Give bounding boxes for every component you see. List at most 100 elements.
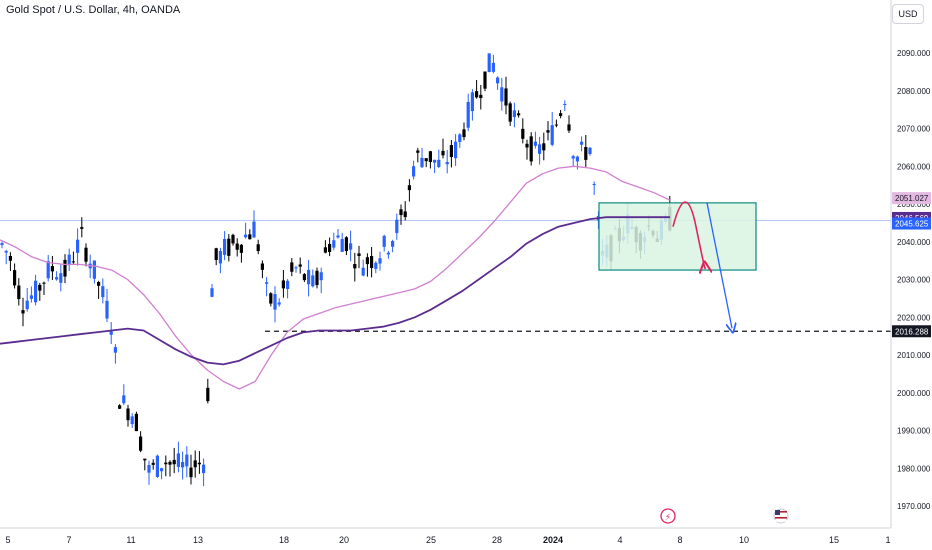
- candle-body: [378, 258, 382, 264]
- candle: [113, 344, 117, 364]
- candle: [143, 458, 147, 471]
- flash-icon-glyph: ⚡: [665, 512, 671, 522]
- candle-body: [319, 272, 323, 281]
- candle: [189, 454, 193, 485]
- candle: [483, 71, 487, 92]
- x-tick-label: 4: [617, 535, 622, 545]
- candle-body: [63, 259, 67, 277]
- candle-body: [521, 128, 525, 139]
- candle: [504, 76, 508, 115]
- candle-body: [21, 310, 25, 314]
- candle: [323, 240, 327, 254]
- candle-body: [323, 247, 327, 253]
- candle: [46, 254, 50, 282]
- candle-body: [538, 144, 542, 154]
- candle-body: [445, 162, 449, 165]
- candle-body: [210, 288, 214, 297]
- candle-body: [25, 300, 29, 310]
- y-tick-label: 1990.000: [897, 427, 931, 436]
- x-tick-label: 10: [739, 535, 749, 545]
- candle: [546, 121, 550, 141]
- candle: [475, 80, 479, 99]
- candle: [466, 93, 470, 131]
- candle-body: [218, 250, 222, 264]
- candle: [550, 112, 554, 147]
- candle: [571, 154, 575, 167]
- candle: [118, 404, 122, 410]
- candle: [533, 131, 537, 149]
- candle-body: [42, 282, 46, 284]
- candle-body: [294, 267, 298, 269]
- candle-body: [487, 53, 491, 73]
- candle-body: [357, 253, 361, 257]
- candle-body: [571, 156, 575, 159]
- candle: [319, 267, 323, 294]
- candle: [42, 281, 46, 295]
- candle: [386, 250, 390, 259]
- candle-body: [248, 234, 252, 240]
- candle-body: [592, 184, 596, 186]
- candle-body: [344, 237, 348, 252]
- candle-body: [223, 239, 227, 255]
- candle-body: [231, 234, 235, 244]
- candle: [382, 234, 386, 252]
- candle: [239, 244, 243, 263]
- candle: [525, 139, 529, 160]
- chart-title: Gold Spot / U.S. Dollar, 4h, OANDA: [6, 4, 181, 16]
- candle-body: [147, 465, 151, 473]
- y-tick-label: 2080.000: [897, 87, 931, 96]
- y-tick-label: 1970.000: [897, 502, 931, 511]
- candle-body: [361, 267, 365, 276]
- candle-body: [29, 295, 33, 299]
- y-tick-label: 2000.000: [897, 389, 931, 398]
- candle: [244, 222, 248, 239]
- candle: [147, 460, 151, 485]
- candle-body: [17, 285, 21, 300]
- candle: [307, 259, 311, 297]
- candle-body: [496, 77, 500, 84]
- candle: [424, 158, 428, 168]
- price-label-box: [892, 217, 931, 230]
- candle: [290, 258, 294, 277]
- candle: [420, 147, 424, 169]
- x-tick-label: 13: [193, 535, 203, 545]
- candle-body: [130, 416, 134, 425]
- candle-body: [185, 454, 189, 467]
- candle-body: [504, 88, 508, 106]
- candle-body: [479, 94, 483, 99]
- currency-button[interactable]: USD: [892, 4, 924, 24]
- candle-body: [428, 151, 432, 162]
- candle: [185, 446, 189, 478]
- candle-body: [265, 282, 269, 284]
- candle-body: [109, 331, 113, 335]
- candle-body: [160, 468, 164, 472]
- candle-body: [168, 461, 172, 465]
- candle-body: [122, 395, 126, 404]
- candle-body: [0, 243, 4, 246]
- candle: [281, 269, 285, 298]
- candle-body: [38, 284, 42, 291]
- candle: [67, 248, 71, 271]
- candle-body: [525, 143, 529, 148]
- candle: [353, 252, 357, 282]
- candle: [433, 159, 437, 174]
- candle-body: [105, 300, 109, 319]
- candle: [193, 450, 197, 478]
- candle-body: [470, 92, 474, 112]
- candle-body: [315, 270, 319, 286]
- candle: [580, 136, 584, 152]
- candle: [92, 260, 96, 284]
- candle-body: [567, 124, 571, 131]
- candle-body: [206, 387, 210, 402]
- x-tick-label: 28: [492, 535, 502, 545]
- candle-body: [575, 156, 579, 162]
- candle: [349, 230, 353, 262]
- candle-body: [286, 280, 290, 289]
- candlesticks: [0, 53, 672, 487]
- candle-body: [252, 221, 256, 238]
- flag-stripe: [775, 511, 787, 513]
- candle: [470, 89, 474, 121]
- candle-body: [193, 460, 197, 468]
- candle-body: [454, 141, 458, 159]
